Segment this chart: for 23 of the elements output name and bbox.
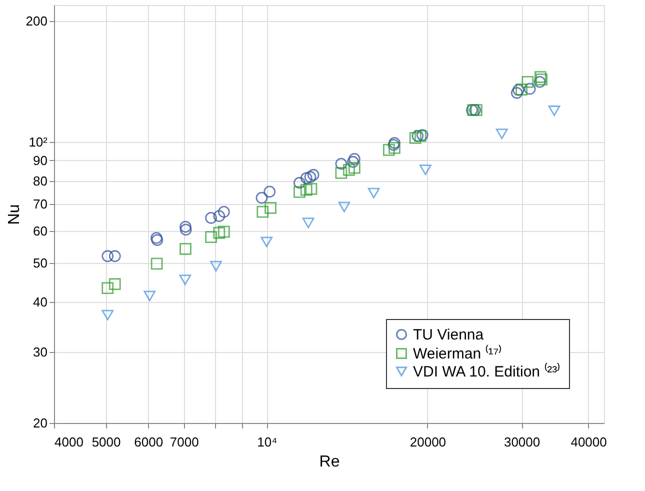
- x-tick-label: 30000: [504, 434, 540, 450]
- y-tick-label: 200: [26, 13, 48, 28]
- y-tick-label: 70: [33, 196, 48, 212]
- legend-label: VDI WA 10. Edition ⁽²³⁾: [413, 362, 560, 380]
- legend-label: TU Vienna: [413, 326, 484, 344]
- x-tick-label: 4000: [54, 434, 84, 450]
- y-tick-label: 20: [33, 416, 48, 430]
- legend-label: Weierman ⁽¹⁷⁾: [413, 344, 502, 362]
- y-axis-title: Nu: [6, 204, 23, 225]
- y-tick-label: 90: [33, 152, 48, 168]
- x-tick-label: 40000: [570, 434, 607, 450]
- x-tick-label: 10⁴: [257, 434, 278, 450]
- x-tick-label: 5000: [92, 434, 121, 450]
- y-tick-label: 10²: [28, 134, 48, 150]
- x-tick-label: 20000: [410, 434, 446, 450]
- x-tick-label: 6000: [134, 434, 164, 450]
- x-axis-title: Re: [319, 454, 340, 470]
- y-tick-label: 30: [33, 344, 48, 360]
- y-tick-label: 80: [33, 173, 48, 188]
- y-tick-label: 50: [33, 255, 48, 270]
- y-tick-label: 60: [33, 224, 48, 239]
- y-tick-label: 40: [33, 294, 48, 310]
- x-tick-label: 7000: [170, 434, 199, 450]
